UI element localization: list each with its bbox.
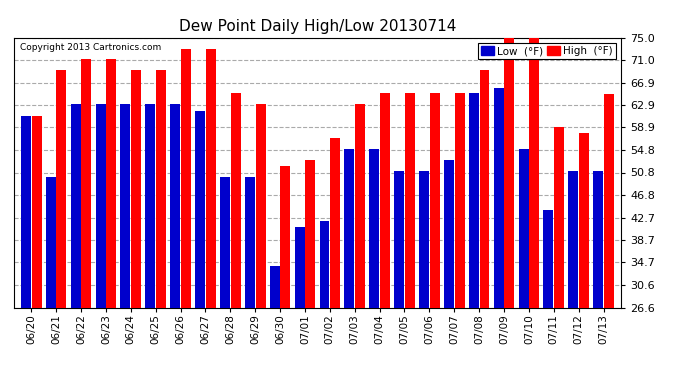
Bar xyxy=(355,105,365,308)
Bar xyxy=(306,160,315,308)
Bar xyxy=(121,105,130,308)
Bar xyxy=(504,38,514,308)
Legend: Low  (°F), High  (°F): Low (°F), High (°F) xyxy=(478,43,615,59)
Bar xyxy=(430,93,440,308)
Bar xyxy=(369,149,380,308)
Bar xyxy=(494,88,504,308)
Bar xyxy=(444,160,454,308)
Bar xyxy=(70,105,81,308)
Bar xyxy=(604,94,614,308)
Title: Dew Point Daily High/Low 20130714: Dew Point Daily High/Low 20130714 xyxy=(179,18,456,33)
Bar xyxy=(419,171,429,308)
Bar xyxy=(529,38,540,308)
Bar xyxy=(280,166,290,308)
Bar xyxy=(480,70,489,308)
Bar xyxy=(195,111,205,308)
Bar xyxy=(230,93,241,308)
Bar xyxy=(331,138,340,308)
Bar xyxy=(405,93,415,308)
Bar xyxy=(106,59,116,308)
Bar xyxy=(394,171,404,308)
Bar xyxy=(206,49,216,308)
Bar xyxy=(344,149,355,308)
Bar xyxy=(455,93,464,308)
Bar xyxy=(46,177,56,308)
Bar xyxy=(220,177,230,308)
Bar xyxy=(544,210,553,308)
Bar xyxy=(181,49,191,308)
Text: Copyright 2013 Cartronics.com: Copyright 2013 Cartronics.com xyxy=(20,43,161,52)
Bar xyxy=(57,70,66,308)
Bar xyxy=(32,116,41,308)
Bar xyxy=(319,221,329,308)
Bar xyxy=(469,93,479,308)
Bar xyxy=(593,171,603,308)
Bar xyxy=(569,171,578,308)
Bar xyxy=(255,105,266,308)
Bar xyxy=(295,227,304,308)
Bar xyxy=(81,59,91,308)
Bar xyxy=(170,105,180,308)
Bar xyxy=(245,177,255,308)
Bar xyxy=(131,70,141,308)
Bar xyxy=(519,149,529,308)
Bar xyxy=(21,116,31,308)
Bar xyxy=(554,127,564,308)
Bar xyxy=(380,93,390,308)
Bar xyxy=(146,105,155,308)
Bar xyxy=(95,105,106,308)
Bar xyxy=(270,266,279,308)
Bar xyxy=(579,133,589,308)
Bar xyxy=(156,70,166,308)
